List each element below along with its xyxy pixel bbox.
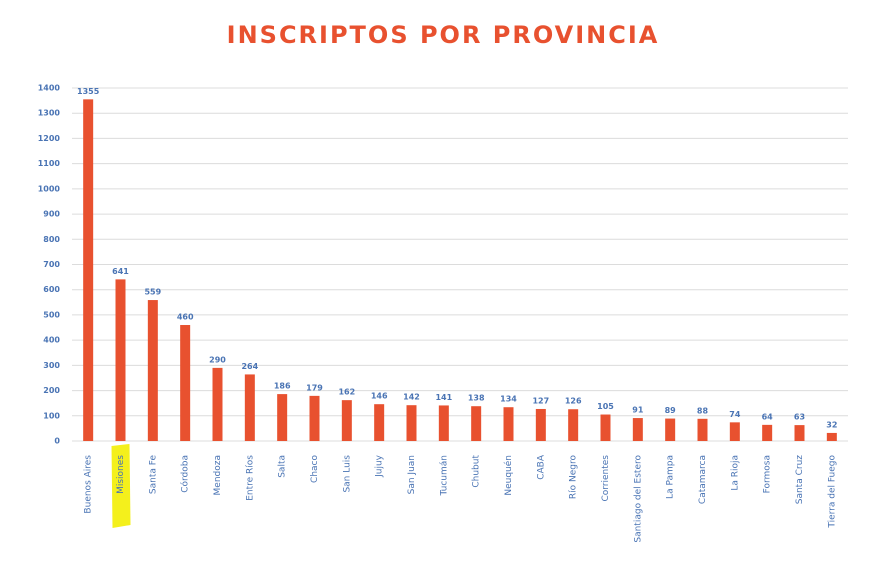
y-tick-label: 1400 — [38, 84, 61, 93]
x-tick-label: Neuquén — [503, 455, 514, 496]
y-tick-label: 400 — [43, 336, 60, 345]
x-tick-label: Santiago del Estero — [633, 455, 643, 543]
bar — [406, 405, 417, 441]
x-tick-label: Chaco — [310, 455, 320, 483]
value-label: 32 — [826, 420, 837, 429]
bar — [826, 432, 837, 441]
x-tick-label: Catamarca — [698, 455, 708, 504]
chart-title: INSCRIPTOS POR PROVINCIA — [227, 21, 660, 49]
x-tick-label: Jujuy — [375, 454, 385, 478]
x-tick-label: Salta — [278, 455, 288, 478]
bar — [697, 418, 708, 441]
bar — [535, 408, 546, 441]
x-tick-label: Córdoba — [180, 455, 191, 493]
value-label: 126 — [565, 397, 582, 406]
y-tick-label: 1100 — [38, 159, 61, 168]
y-tick-label: 0 — [54, 437, 60, 446]
bar — [794, 425, 805, 441]
x-tick-label: Misiones — [116, 455, 126, 494]
bar — [115, 279, 126, 441]
value-label: 91 — [632, 406, 644, 415]
bar — [374, 404, 385, 441]
bar — [147, 300, 158, 441]
value-label: 146 — [371, 392, 388, 401]
value-label: 142 — [403, 393, 420, 402]
bar — [341, 400, 352, 441]
x-tick-label: La Rioja — [730, 455, 740, 491]
x-tick-label: San Juan — [407, 455, 417, 494]
bar — [568, 409, 579, 441]
x-tick-label: Buenos Aires — [84, 455, 94, 514]
value-label: 290 — [209, 355, 226, 364]
value-label: 64 — [762, 412, 774, 421]
y-tick-label: 800 — [43, 235, 60, 244]
value-label: 559 — [144, 288, 161, 297]
value-label: 141 — [435, 393, 452, 402]
y-tick-label: 700 — [43, 260, 60, 269]
y-tick-label: 600 — [43, 285, 60, 294]
y-tick-label: 1300 — [38, 109, 61, 118]
value-label: 88 — [697, 406, 709, 415]
value-label: 1355 — [77, 87, 100, 96]
x-tick-label: Tierra del Fuego — [827, 455, 837, 529]
bar — [471, 406, 482, 441]
bar — [212, 367, 223, 441]
bar — [600, 414, 611, 441]
bar — [244, 374, 255, 441]
bar — [503, 407, 514, 441]
bar — [438, 405, 449, 441]
x-tick-label: Santa Fe — [148, 455, 158, 495]
value-label: 89 — [665, 406, 677, 415]
bar — [180, 325, 191, 441]
y-tick-label: 1200 — [38, 134, 61, 143]
value-label: 105 — [597, 402, 614, 411]
value-label: 162 — [338, 388, 355, 397]
x-tick-label: Tucumán — [439, 455, 449, 496]
x-tick-label: Santa Cruz — [795, 455, 805, 505]
bar — [632, 418, 643, 441]
x-tick-label: Corrientes — [601, 455, 611, 502]
bar — [309, 395, 320, 441]
x-tick-label: Entre Ríos — [245, 455, 255, 501]
bar — [83, 99, 94, 441]
value-label: 641 — [112, 267, 129, 276]
bar — [665, 418, 676, 441]
value-label: 138 — [468, 394, 485, 403]
value-label: 186 — [274, 382, 291, 391]
x-tick-label: CABA — [536, 454, 546, 480]
x-tick-label: La Pampa — [666, 455, 676, 499]
bar — [729, 422, 740, 441]
value-label: 134 — [500, 395, 517, 404]
x-tick-label: San Luis — [342, 455, 352, 493]
x-tick-label: Chubut — [472, 455, 482, 488]
y-tick-label: 300 — [43, 361, 60, 370]
value-label: 460 — [177, 313, 194, 322]
y-tick-label: 500 — [43, 310, 60, 319]
highlight — [111, 444, 131, 528]
y-tick-label: 100 — [43, 411, 60, 420]
bar — [762, 424, 773, 441]
x-tick-label: Formosa — [763, 455, 773, 493]
x-tick-label: Mendoza — [213, 455, 223, 495]
x-tick-label: Río Negro — [569, 455, 579, 500]
value-label: 179 — [306, 383, 323, 392]
bar — [277, 394, 288, 441]
y-tick-label: 1000 — [38, 184, 61, 193]
value-label: 264 — [241, 362, 258, 371]
value-label: 127 — [532, 396, 549, 405]
y-tick-label: 200 — [43, 386, 60, 395]
value-label: 63 — [794, 413, 805, 422]
y-tick-label: 900 — [43, 210, 60, 219]
value-label: 74 — [729, 410, 741, 419]
